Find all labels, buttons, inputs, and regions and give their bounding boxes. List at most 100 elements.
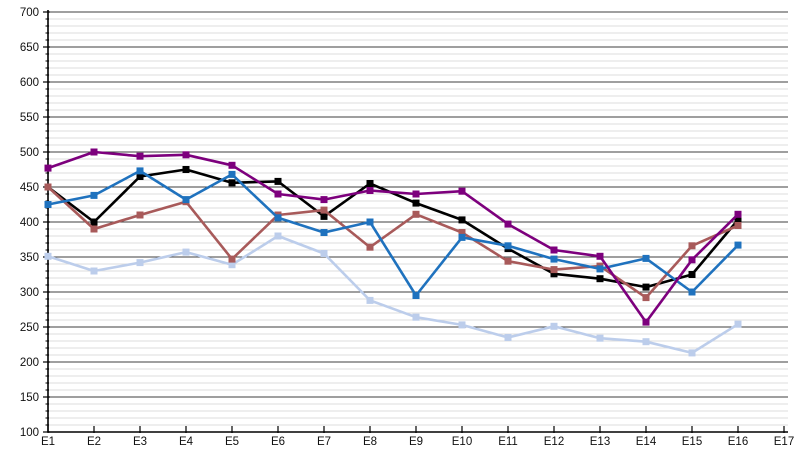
series-purple-point-E9 [412, 190, 420, 198]
series-darkred-point-E3 [136, 211, 144, 219]
series-black-point-E9 [412, 199, 420, 207]
series-purple-point-E10 [458, 187, 466, 195]
x-tick-label: E13 [590, 436, 610, 448]
series-black-point-E6 [274, 177, 282, 185]
x-tick-label: E15 [682, 436, 702, 448]
series-purple-point-E16 [734, 210, 742, 218]
series-lightblue-point-E14 [642, 338, 650, 346]
series-lightblue-point-E7 [320, 250, 328, 257]
series-blue-point-E10 [458, 233, 466, 241]
y-tick-label: 250 [20, 322, 39, 334]
series-purple-point-E11 [504, 220, 512, 228]
x-tick-label: E2 [87, 436, 101, 448]
series-purple-point-E8 [366, 187, 374, 194]
series-darkred-point-E11 [504, 257, 512, 265]
series-lightblue-point-E5 [228, 261, 236, 269]
x-tick-label: E11 [498, 436, 518, 448]
x-tick-label: E4 [179, 436, 194, 448]
series-black-point-E3 [136, 173, 144, 180]
x-axis-labels: E1 E2 E3 E4 E5 E6 E7 E8 E9 E10 E11 E12 E13 E14 E15 E16 E… [41, 436, 794, 448]
series-blue-point-E9 [412, 292, 420, 299]
series-lightblue-point-E1 [44, 252, 52, 260]
series-purple-point-E15 [688, 256, 696, 264]
series-darkred-point-E5 [228, 255, 236, 263]
series-lightblue-line [47, 234, 739, 355]
y-tick-label: 200 [20, 357, 39, 369]
series-lightblue-point-E16 [734, 320, 742, 328]
series-blue-markers [44, 167, 742, 299]
series-lightblue-point-E11 [504, 334, 512, 341]
series-lightblue-point-E9 [412, 313, 420, 321]
series-purple-markers [44, 148, 742, 326]
series-purple-point-E14 [642, 318, 650, 326]
series-blue-point-E8 [366, 218, 374, 226]
series-blue-point-E15 [688, 288, 696, 296]
series-purple-line [47, 150, 739, 324]
series-blue-point-E4 [182, 196, 190, 204]
series-darkred-point-E2 [90, 225, 98, 233]
series-black-point-E15 [688, 271, 696, 278]
y-tick-label: 550 [20, 112, 39, 124]
series-darkred-point-E8 [366, 243, 374, 251]
series-black-point-E16 [734, 216, 742, 224]
series-purple-point-E4 [182, 151, 190, 159]
y-tick-label: 350 [20, 252, 39, 264]
series-purple-point-E1 [44, 164, 52, 172]
series-black-point-E13 [596, 275, 604, 283]
x-tick-label: E7 [317, 436, 331, 448]
series-blue-line [47, 169, 739, 297]
series-darkred-point-E14 [642, 294, 650, 302]
series-purple-point-E13 [596, 252, 604, 260]
series-black-point-E2 [90, 218, 98, 226]
x-tick-label: E12 [544, 436, 564, 448]
series-darkred-point-E10 [458, 229, 466, 236]
series-blue-point-E16 [734, 241, 742, 249]
y-tick-label: 450 [20, 182, 39, 194]
series-darkred-point-E9 [412, 210, 420, 218]
y-tick-label: 100 [20, 427, 39, 439]
x-axis-ticks [47, 426, 785, 433]
x-tick-label: E16 [728, 436, 748, 448]
x-tick-label: E14 [636, 436, 657, 448]
series-lightblue-markers [44, 232, 742, 357]
series-darkred-point-E15 [688, 242, 696, 250]
series-purple-point-E7 [320, 196, 328, 204]
series-blue-point-E12 [550, 255, 558, 263]
series-blue-point-E2 [90, 191, 98, 199]
series-black-point-E4 [182, 166, 190, 173]
y-tick-label: 600 [20, 77, 39, 89]
x-tick-label: E1 [41, 436, 55, 448]
x-tick-label: E9 [409, 436, 423, 448]
y-tick-label: 650 [20, 42, 39, 54]
series-darkred-point-E12 [550, 266, 558, 274]
series-purple-point-E6 [274, 190, 282, 198]
series-black-point-E12 [550, 270, 558, 278]
y-tick-label: 150 [20, 392, 39, 404]
series-lightblue-point-E4 [182, 248, 190, 256]
x-tick-label: E5 [225, 436, 239, 448]
y-axis-ticks [43, 11, 50, 433]
series-purple-point-E3 [136, 152, 144, 160]
series-purple-point-E12 [550, 246, 558, 254]
series-lightblue-point-E8 [366, 296, 374, 304]
series-blue-point-E5 [228, 170, 236, 178]
series-lightblue-point-E13 [596, 334, 604, 342]
series-black-point-E7 [320, 212, 328, 220]
series-black-point-E8 [366, 180, 374, 187]
series-lightblue-point-E15 [688, 349, 696, 357]
series-lightblue-point-E3 [136, 259, 144, 267]
series-blue-point-E6 [274, 214, 282, 222]
series-blue-point-E11 [504, 242, 512, 250]
x-tick-label: E8 [363, 436, 377, 448]
y-tick-label: 400 [20, 217, 39, 229]
series-purple-point-E2 [90, 148, 98, 156]
series-blue-point-E13 [596, 265, 604, 273]
series-lightblue-point-E2 [90, 267, 98, 275]
x-tick-label: E6 [271, 436, 285, 448]
y-major-gridlines [48, 11, 788, 398]
y-tick-label: 700 [20, 7, 39, 19]
series-darkred-point-E7 [320, 206, 328, 214]
